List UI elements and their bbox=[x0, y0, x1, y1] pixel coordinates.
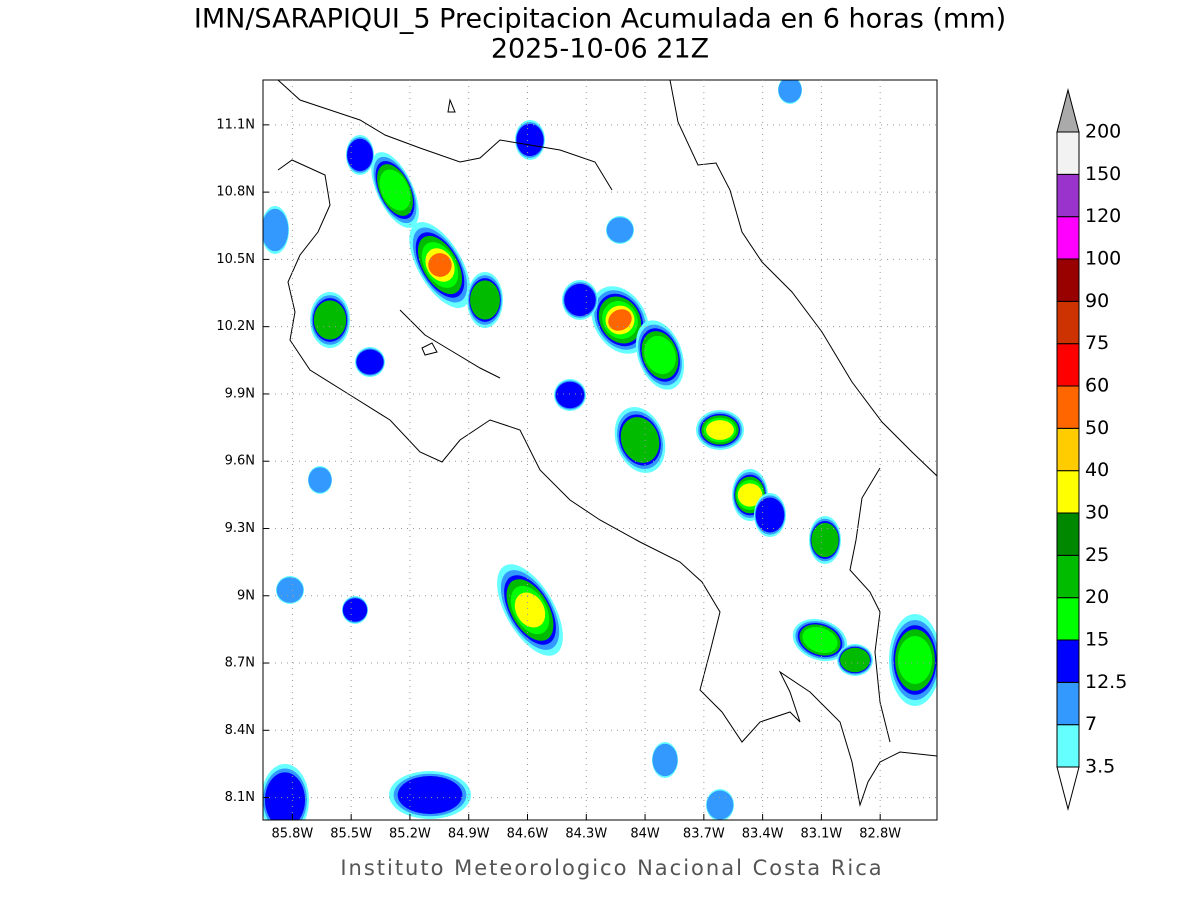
colorbar-swatch bbox=[1056, 681, 1080, 726]
precip-contour bbox=[840, 647, 870, 673]
precip-contour bbox=[608, 309, 632, 331]
precip-contour bbox=[276, 577, 304, 603]
precip-contour bbox=[811, 522, 839, 558]
pacific-coast bbox=[277, 159, 937, 807]
colorbar-swatch bbox=[1056, 597, 1080, 641]
colorbar-swatch bbox=[1056, 554, 1080, 599]
y-tick-label: 9.9N bbox=[225, 386, 255, 401]
precip-contour bbox=[397, 776, 463, 814]
colorbar-label: 15 bbox=[1085, 629, 1109, 651]
precip-contour bbox=[652, 743, 678, 777]
colorbar: 3.5 7 12.5 15 20 25 30 40 50 60 75 90 100 120 150 200 bbox=[1056, 88, 1127, 811]
precip-contour bbox=[356, 349, 384, 375]
precip-contour bbox=[342, 598, 368, 622]
caribbean-coast bbox=[669, 80, 937, 477]
y-tick-label: 8.7N bbox=[225, 656, 255, 671]
x-tick-label: 84.3W bbox=[565, 827, 607, 842]
x-tick-label: 83.1W bbox=[800, 827, 842, 842]
precip-contour bbox=[514, 592, 546, 628]
title: IMN/SARAPIQUI_5 Precipitacion Acumulada … bbox=[194, 4, 1006, 35]
colorbar-swatch bbox=[1056, 131, 1080, 175]
footer: Instituto Meteorologico Nacional Costa R… bbox=[340, 856, 883, 880]
colorbar-swatch bbox=[1056, 258, 1080, 302]
colorbar-label: 90 bbox=[1085, 290, 1109, 312]
precipitation-field bbox=[263, 80, 937, 820]
x-tick-label: 83.4W bbox=[742, 827, 784, 842]
y-tick-label: 10.5N bbox=[216, 252, 255, 267]
colorbar-label: 12.5 bbox=[1085, 671, 1127, 693]
colorbar-under bbox=[1056, 766, 1080, 811]
precip-contour bbox=[606, 217, 634, 243]
x-tick-label: 85.8W bbox=[271, 827, 313, 842]
precip-contour bbox=[706, 420, 734, 440]
precip-contour bbox=[737, 483, 763, 507]
precip-contour bbox=[644, 335, 676, 375]
colorbar-label: 150 bbox=[1085, 163, 1121, 185]
colorbar-swatch bbox=[1056, 427, 1080, 472]
colorbar-swatch bbox=[1056, 216, 1080, 260]
colorbar-label: 120 bbox=[1085, 205, 1121, 227]
colorbar-label: 20 bbox=[1085, 586, 1109, 608]
colorbar-swatch bbox=[1056, 173, 1080, 218]
colorbar-label: 30 bbox=[1085, 502, 1109, 524]
colorbar-label: 50 bbox=[1085, 417, 1109, 439]
precip-contour bbox=[264, 772, 306, 820]
y-tick-label: 10.2N bbox=[216, 319, 255, 334]
x-tick-label: 85.5W bbox=[330, 827, 372, 842]
y-tick-label: 8.4N bbox=[225, 723, 255, 738]
map-frame bbox=[262, 79, 938, 821]
panama-border bbox=[849, 467, 891, 743]
y-tick-label: 9.6N bbox=[225, 454, 255, 469]
y-tick-label: 9N bbox=[237, 588, 255, 603]
precip-contour bbox=[706, 790, 734, 820]
colorbar-swatch bbox=[1056, 512, 1080, 556]
colorbar-swatch bbox=[1056, 385, 1080, 429]
precip-contour bbox=[755, 497, 785, 533]
colorbar-swatch bbox=[1056, 470, 1080, 514]
x-tick-label: 84.6W bbox=[507, 827, 549, 842]
precip-contour bbox=[308, 467, 332, 493]
colorbar-swatch bbox=[1056, 724, 1080, 768]
precip-contour bbox=[263, 208, 289, 252]
colorbar-label: 25 bbox=[1085, 544, 1109, 566]
precip-contour bbox=[897, 636, 933, 684]
y-tick-label: 9.3N bbox=[225, 521, 255, 536]
island bbox=[447, 98, 456, 113]
y-tick-label: 10.8N bbox=[216, 185, 255, 200]
precip-contour bbox=[379, 169, 411, 211]
x-tick-label: 82.8W bbox=[859, 827, 901, 842]
colorbar-label: 100 bbox=[1085, 248, 1121, 270]
precip-contour bbox=[802, 626, 838, 654]
precip-contour bbox=[564, 283, 596, 317]
x-tick-label: 85.2W bbox=[389, 827, 431, 842]
precip-contour bbox=[620, 417, 660, 463]
colorbar-label: 200 bbox=[1085, 121, 1121, 143]
colorbar-swatch bbox=[1056, 300, 1080, 345]
subtitle: 2025-10-06 21Z bbox=[491, 34, 709, 65]
precip-contour bbox=[428, 253, 452, 277]
precip-contour bbox=[313, 300, 347, 340]
colorbar-label: 75 bbox=[1085, 332, 1109, 354]
y-tick-label: 8.1N bbox=[225, 790, 255, 805]
precip-contour bbox=[516, 123, 544, 157]
colorbar-label: 7 bbox=[1085, 713, 1097, 735]
colorbar-swatch bbox=[1056, 639, 1080, 683]
precip-contour bbox=[470, 280, 500, 320]
x-tick-label: 83.7W bbox=[683, 827, 725, 842]
colorbar-swatch bbox=[1056, 343, 1080, 387]
nicaragua-border bbox=[277, 80, 613, 191]
precip-contour bbox=[778, 80, 802, 103]
y-tick-label: 11.1N bbox=[216, 117, 255, 132]
x-tick-label: 84.9W bbox=[448, 827, 490, 842]
precip-contour bbox=[347, 138, 373, 172]
colorbar-label: 60 bbox=[1085, 375, 1109, 397]
colorbar-label: 3.5 bbox=[1085, 756, 1115, 778]
precip-contour bbox=[555, 381, 585, 409]
colorbar-over bbox=[1056, 88, 1080, 133]
colorbar-label: 40 bbox=[1085, 459, 1109, 481]
nicoya-gulf bbox=[399, 309, 501, 379]
x-tick-label: 84W bbox=[630, 827, 660, 842]
